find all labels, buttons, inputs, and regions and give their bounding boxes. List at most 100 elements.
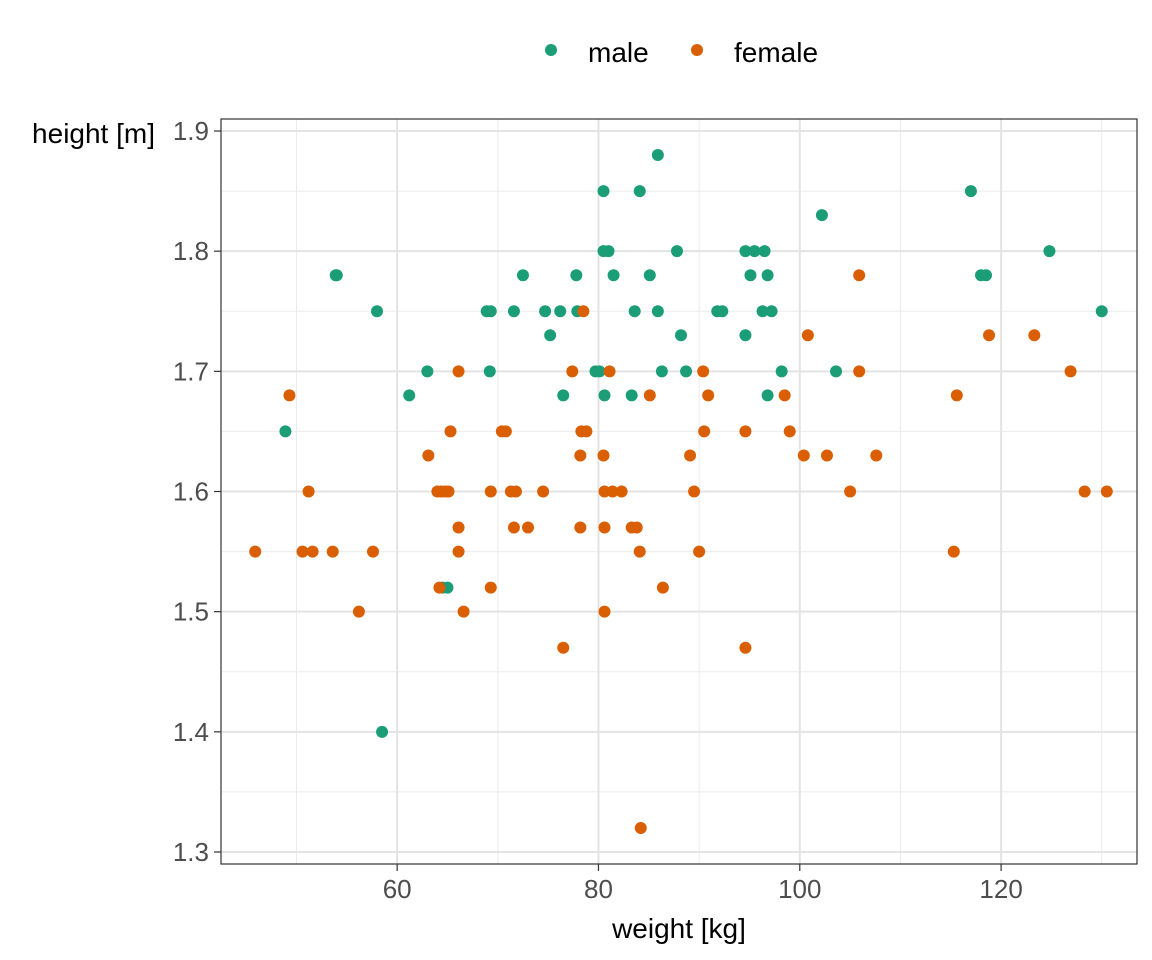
x-axis-title: weight [kg]	[611, 913, 746, 944]
female-point	[844, 485, 857, 498]
data-points	[249, 149, 1113, 834]
female-point	[797, 449, 810, 462]
legend-key-male	[545, 44, 557, 56]
female-point	[698, 425, 711, 438]
female-point	[574, 449, 587, 462]
male-point	[651, 305, 664, 318]
female-point	[484, 485, 497, 498]
female-point	[603, 365, 616, 378]
female-point	[352, 605, 365, 618]
male-point	[625, 389, 638, 402]
female-point	[633, 545, 646, 558]
male-point	[675, 329, 688, 342]
male-point	[279, 425, 292, 438]
male-point	[376, 725, 389, 738]
female-point	[1078, 485, 1091, 498]
female-point	[739, 425, 752, 438]
female-point	[853, 365, 866, 378]
male-point	[964, 185, 977, 198]
male-point	[607, 269, 620, 282]
female-point	[778, 389, 791, 402]
female-point	[697, 365, 710, 378]
x-axis: 60 80 100 120	[383, 864, 1023, 904]
female-point	[433, 581, 446, 594]
x-tick-label: 80	[584, 874, 613, 904]
y-tick-label: 1.7	[173, 356, 209, 386]
female-point	[577, 305, 590, 318]
female-point	[580, 425, 593, 438]
male-point	[651, 149, 664, 162]
male-point	[761, 389, 774, 402]
x-tick-label: 100	[778, 874, 821, 904]
female-point	[326, 545, 339, 558]
female-point	[684, 449, 697, 462]
male-point	[539, 305, 552, 318]
female-point	[557, 641, 570, 654]
female-point	[615, 485, 628, 498]
female-point	[283, 389, 296, 402]
y-tick-label: 1.9	[173, 116, 209, 146]
legend-key-female	[691, 44, 703, 56]
female-point	[442, 485, 455, 498]
female-point	[302, 485, 315, 498]
male-point	[655, 365, 668, 378]
male-point	[815, 209, 828, 222]
male-point	[544, 329, 557, 342]
female-point	[249, 545, 262, 558]
female-point	[783, 425, 796, 438]
male-point	[670, 245, 683, 258]
male-point	[830, 365, 843, 378]
female-point	[630, 521, 643, 534]
male-point	[598, 389, 611, 402]
female-point	[693, 545, 706, 558]
male-point	[403, 389, 416, 402]
male-point	[557, 389, 570, 402]
legend: male female	[545, 37, 818, 68]
female-point	[1064, 365, 1077, 378]
male-point	[602, 245, 615, 258]
male-point	[1043, 245, 1056, 258]
female-point	[537, 485, 550, 498]
male-point	[554, 305, 567, 318]
male-point	[748, 245, 761, 258]
male-point	[593, 365, 606, 378]
female-point	[306, 545, 319, 558]
male-point	[739, 329, 752, 342]
female-point	[422, 449, 435, 462]
female-point	[739, 641, 752, 654]
male-point	[744, 269, 757, 282]
y-tick-label: 1.4	[173, 717, 209, 747]
male-point	[643, 269, 656, 282]
female-point	[702, 389, 715, 402]
female-point	[634, 821, 647, 834]
male-point	[421, 365, 434, 378]
female-point	[950, 389, 963, 402]
y-tick-label: 1.8	[173, 236, 209, 266]
major-gridlines	[221, 119, 1137, 864]
male-point	[633, 185, 646, 198]
male-point	[597, 185, 610, 198]
y-tick-label: 1.6	[173, 477, 209, 507]
male-point	[765, 305, 778, 318]
female-point	[566, 365, 579, 378]
female-point	[870, 449, 883, 462]
x-tick-label: 60	[383, 874, 412, 904]
female-point	[574, 521, 587, 534]
male-point	[516, 269, 529, 282]
y-tick-label: 1.5	[173, 597, 209, 627]
female-point	[1028, 329, 1041, 342]
y-axis: 1.3 1.4 1.5 1.6 1.7 1.8 1.9	[173, 116, 221, 867]
female-point	[296, 545, 309, 558]
legend-label-male: male	[588, 37, 649, 68]
female-point	[597, 449, 610, 462]
female-point	[853, 269, 866, 282]
female-point	[499, 425, 512, 438]
male-point	[330, 269, 343, 282]
legend-label-female: female	[734, 37, 818, 68]
male-point	[507, 305, 520, 318]
female-point	[656, 581, 669, 594]
male-point	[371, 305, 384, 318]
male-point	[680, 365, 693, 378]
